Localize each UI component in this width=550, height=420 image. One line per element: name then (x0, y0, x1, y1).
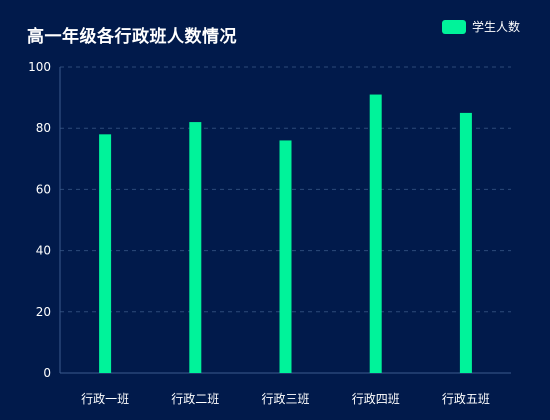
legend-label-students: 学生人数 (471, 20, 520, 34)
x-tick-label-1: 行政一班 (81, 392, 129, 406)
y-tick-label-100: 100 (28, 60, 51, 74)
bar-2 (189, 122, 202, 373)
y-tick-label-60: 60 (36, 182, 51, 196)
y-tick-label-40: 40 (36, 244, 51, 258)
bar-1 (99, 134, 112, 373)
legend-swatch (441, 19, 466, 34)
x-tick-label-5: 行政五班 (442, 392, 490, 406)
legend[interactable]: 学生人数 (441, 18, 520, 35)
x-tick-label-2: 行政二班 (171, 392, 219, 406)
bar-5 (459, 112, 472, 374)
bar-3 (279, 140, 292, 373)
chart-title: 高一年级各行政班人数情况 (27, 27, 237, 47)
x-tick-label-4: 行政四班 (352, 392, 400, 406)
y-tick-label-80: 80 (36, 121, 51, 135)
y-tick-label-0: 0 (43, 366, 51, 380)
x-tick-label-3: 行政三班 (261, 392, 309, 406)
bar-4 (369, 94, 382, 373)
y-tick-label-20: 20 (36, 305, 51, 319)
